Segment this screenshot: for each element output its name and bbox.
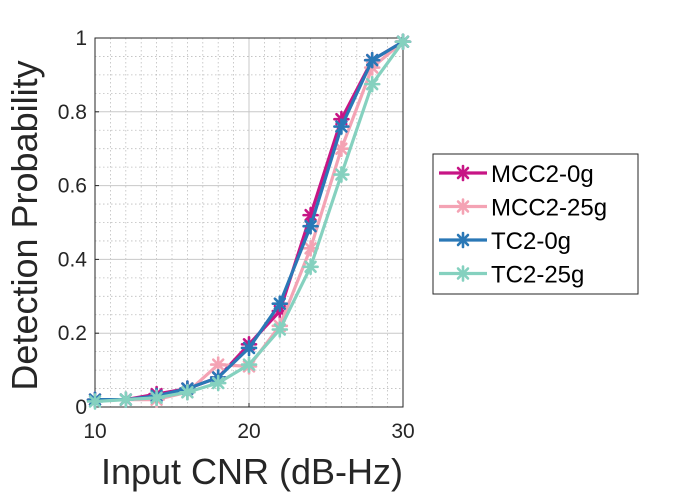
marker-stroke — [211, 358, 225, 371]
x-axis-title: Input CNR (dB-Hz) — [101, 451, 403, 492]
y-tick-label: 0.8 — [58, 101, 87, 124]
data-point — [333, 140, 350, 157]
marker-stroke — [304, 219, 317, 233]
marker-stroke — [304, 242, 317, 255]
marker-stroke — [335, 120, 348, 133]
y-tick-label: 0.4 — [58, 248, 88, 271]
marker-stroke — [456, 200, 470, 213]
y-axis-title: Detection Probability — [4, 60, 45, 390]
y-tick-label: 0.2 — [58, 322, 87, 345]
data-point — [209, 374, 227, 392]
data-point — [179, 383, 196, 401]
data-point — [117, 391, 135, 408]
data-point — [86, 393, 104, 410]
legend-marker — [454, 231, 472, 249]
legend-item-4: TC2-25g — [439, 262, 584, 289]
legend-label: MCC2-25g — [491, 195, 607, 222]
marker-stroke — [211, 376, 225, 390]
x-tick-label: 10 — [83, 420, 106, 443]
legend-label: TC2-25g — [491, 262, 584, 289]
legend-label: TC2-0g — [491, 228, 571, 255]
marker-stroke — [304, 260, 317, 274]
marker-stroke — [456, 166, 470, 180]
y-tick-label: 0 — [75, 396, 87, 419]
data-point — [302, 258, 319, 276]
marker-stroke — [242, 358, 256, 371]
legend-label: MCC2-0g — [491, 161, 594, 188]
marker-stroke — [456, 233, 470, 247]
legend-marker — [454, 164, 472, 182]
marker-stroke — [365, 77, 379, 91]
legend-item-3: TC2-0g — [439, 228, 571, 255]
marker-stroke — [273, 297, 287, 310]
data-point — [240, 339, 258, 357]
marker-stroke — [335, 168, 348, 181]
marker-stroke — [88, 395, 102, 408]
data-point — [148, 389, 165, 407]
x-tick-label: 20 — [237, 420, 260, 443]
marker-stroke — [396, 35, 410, 48]
data-point — [363, 75, 381, 93]
marker-stroke — [242, 341, 256, 355]
marker-stroke — [119, 393, 133, 406]
y-tick-label: 0.6 — [58, 175, 87, 198]
series-layer — [86, 33, 412, 410]
legend-marker — [454, 265, 472, 282]
marker-stroke — [181, 385, 194, 399]
data-point — [333, 118, 350, 135]
marker-stroke — [273, 323, 287, 336]
data-point — [302, 217, 319, 235]
x-tick-label: 30 — [391, 420, 414, 443]
tick-layer: 10 20 30 0 0.2 0.4 0.6 0.8 1 — [58, 27, 415, 443]
marker-stroke — [150, 391, 163, 405]
legend-item-1: MCC2-0g — [439, 161, 594, 188]
legend: MCC2-0g MCC2-25g TC2-0g TC2-25g — [432, 153, 639, 295]
data-point — [302, 240, 319, 257]
data-point — [240, 356, 258, 373]
marker-stroke — [456, 267, 470, 280]
series-4 — [86, 33, 412, 410]
legend-item-2: MCC2-25g — [439, 195, 607, 222]
marker-stroke — [335, 142, 348, 155]
data-point — [333, 166, 350, 183]
marker-stroke — [365, 53, 379, 67]
data-point — [271, 321, 289, 338]
data-point — [394, 33, 412, 50]
legend-marker — [454, 198, 472, 215]
y-tick-label: 1 — [75, 27, 87, 50]
data-point — [271, 295, 289, 312]
data-point — [363, 51, 381, 69]
